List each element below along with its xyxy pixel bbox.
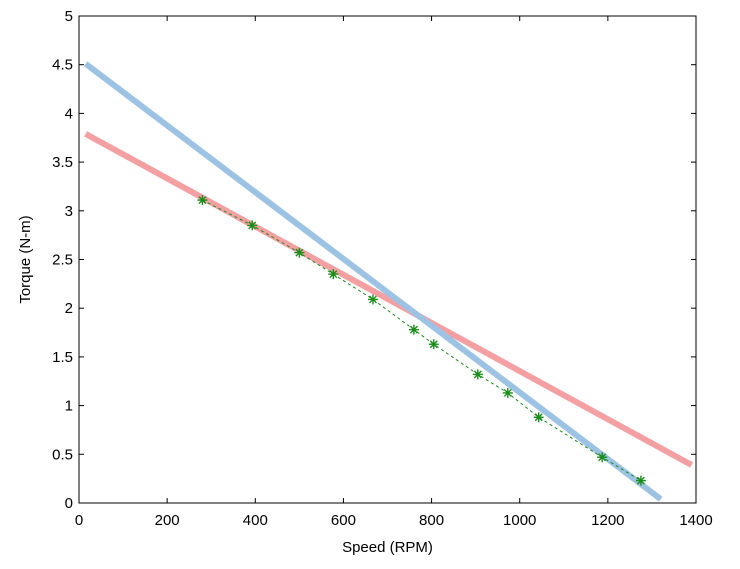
x-tick-label: 1400 — [679, 512, 712, 529]
x-tick-label: 1000 — [503, 512, 536, 529]
y-tick-label: 0 — [65, 495, 73, 512]
series-line-1 — [83, 61, 663, 502]
y-tick-label: 5 — [65, 8, 73, 25]
y-axis-label: Torque (N-m) — [17, 215, 34, 303]
data-point-marker — [408, 324, 419, 335]
y-tick-label: 1.5 — [52, 349, 73, 366]
x-tick-label: 600 — [331, 512, 356, 529]
x-tick-label: 400 — [243, 512, 268, 529]
data-point-marker — [428, 339, 439, 350]
y-tick-label: 4.5 — [52, 57, 73, 74]
data-point-marker — [328, 269, 339, 280]
plot-area — [78, 15, 697, 504]
x-tick-label: 1200 — [591, 512, 624, 529]
data-point-marker — [367, 294, 378, 305]
y-tick-label: 4 — [65, 105, 73, 122]
series-line-2 — [202, 199, 642, 482]
y-tick-label: 2 — [65, 300, 73, 317]
series-line-0 — [84, 131, 694, 468]
y-tick-label: 3 — [65, 203, 73, 220]
data-point-marker — [502, 387, 513, 398]
data-point-marker — [635, 475, 646, 486]
x-tick-label: 0 — [75, 512, 83, 529]
ticks-layer: 0 200 400 600 800 1000 1200 1400 0 0.5 1 1.5 2 2.5 3 3.… — [52, 8, 713, 529]
y-tick-label: 3.5 — [52, 154, 73, 171]
y-tick-label: 2.5 — [52, 252, 73, 269]
data-point-marker — [472, 369, 483, 380]
y-tick-label: 1 — [65, 398, 73, 415]
data-point-marker — [197, 195, 208, 206]
y-tick-label: 0.5 — [52, 446, 73, 463]
series-layer — [83, 61, 694, 502]
x-tick-label: 800 — [419, 512, 444, 529]
data-point-marker — [533, 412, 544, 423]
x-tick-label: 200 — [155, 512, 180, 529]
x-axis-label: Speed (RPM) — [342, 539, 433, 556]
data-point-marker — [294, 247, 305, 258]
data-point-marker — [597, 452, 608, 463]
data-point-marker — [247, 220, 258, 231]
